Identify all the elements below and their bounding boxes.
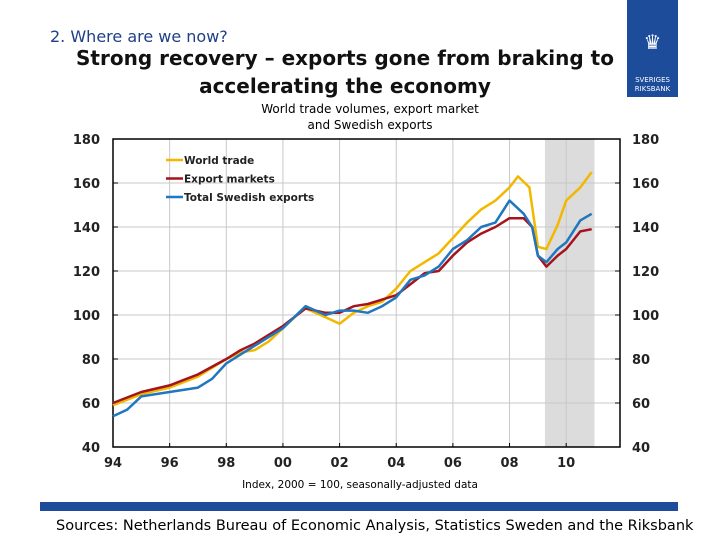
- y-tick-label-right: 180: [632, 133, 659, 148]
- y-tick-label-left: 100: [73, 309, 100, 324]
- x-tick-label: 00: [274, 456, 292, 471]
- forecast-shade: [544, 139, 595, 447]
- x-tick-label: 06: [444, 456, 462, 471]
- y-tick-label-right: 60: [632, 397, 650, 412]
- y-tick-label-left: 120: [73, 265, 100, 280]
- y-tick-label-right: 160: [632, 177, 659, 192]
- y-tick-label-right: 140: [632, 221, 659, 236]
- y-tick-label-left: 140: [73, 221, 100, 236]
- logo-line-1: SVERIGES: [635, 76, 670, 84]
- x-tick-label: 10: [557, 456, 575, 471]
- chart-title: World trade volumes, export market and S…: [200, 101, 540, 133]
- x-tick-label: 04: [387, 456, 405, 471]
- section-heading: 2. Where are we now?: [50, 27, 228, 46]
- y-tick-label-right: 100: [632, 309, 659, 324]
- x-tick-label: 94: [104, 456, 122, 471]
- title-line-2: accelerating the economy: [199, 74, 491, 98]
- footer-bar: [40, 502, 678, 511]
- x-tick-label: 98: [217, 456, 235, 471]
- y-tick-label-right: 120: [632, 265, 659, 280]
- series-line-total-swedish-exports: [112, 199, 593, 418]
- crown-emblem-icon: ♛: [643, 30, 662, 54]
- x-tick-label: 96: [161, 456, 179, 471]
- y-tick-label-left: 80: [82, 353, 100, 368]
- y-tick-label-right: 40: [632, 441, 650, 456]
- chart-title-line-1: World trade volumes, export market: [261, 102, 479, 116]
- y-tick-label-left: 180: [73, 133, 100, 148]
- x-tick-label: 08: [500, 456, 518, 471]
- title-line-1: Strong recovery – exports gone from brak…: [76, 46, 614, 70]
- y-tick-label-right: 80: [632, 353, 650, 368]
- logo-line-2: RIKSBANK: [634, 85, 671, 93]
- legend-label: Total Swedish exports: [184, 192, 314, 204]
- legend-label: World trade: [184, 155, 254, 167]
- riksbank-logo: ♛ SVERIGES RIKSBANK: [627, 0, 678, 97]
- series-line-world-trade: [112, 171, 593, 407]
- x-tick-label: 02: [331, 456, 349, 471]
- y-tick-label-left: 40: [82, 441, 100, 456]
- y-tick-label-left: 60: [82, 397, 100, 412]
- chart-title-line-2: and Swedish exports: [307, 118, 433, 132]
- plot-frame: [112, 138, 621, 448]
- y-tick-label-left: 160: [73, 177, 100, 192]
- source-text: Sources: Netherlands Bureau of Economic …: [56, 518, 694, 534]
- slide-title: Strong recovery – exports gone from brak…: [60, 44, 630, 100]
- legend-label: Export markets: [184, 174, 275, 186]
- chart-note: Index, 2000 = 100, seasonally-adjusted d…: [242, 479, 478, 491]
